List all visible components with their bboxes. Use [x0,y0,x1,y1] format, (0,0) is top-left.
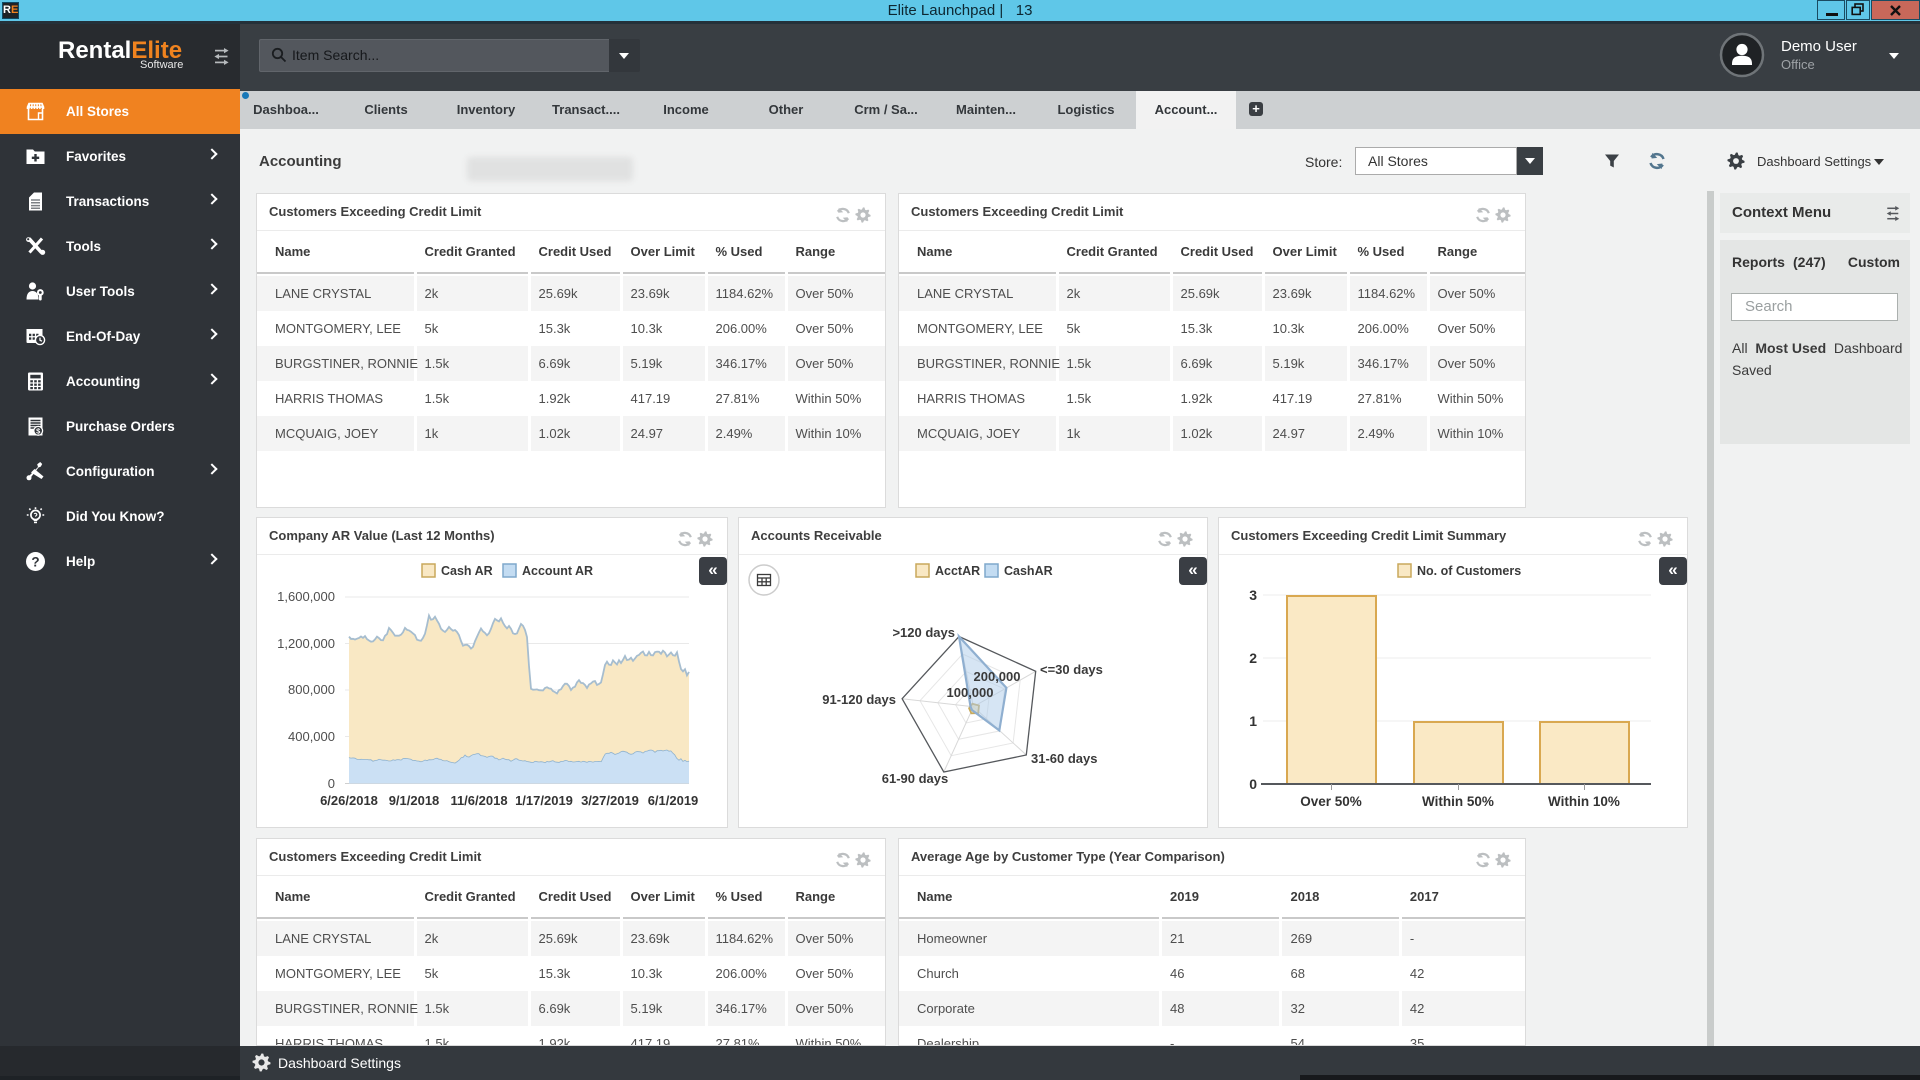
svg-text:0: 0 [1249,776,1257,792]
svg-text:Cash AR: Cash AR [441,564,493,578]
svg-text:800,000: 800,000 [288,682,335,697]
svg-text:3/27/2019: 3/27/2019 [581,793,639,808]
svg-text:91-120 days: 91-120 days [822,692,896,707]
svg-text:400,000: 400,000 [288,729,335,744]
svg-text:3: 3 [1249,587,1257,603]
svg-text:6/1/2019: 6/1/2019 [648,793,699,808]
svg-text:>120 days: >120 days [892,625,955,640]
svg-text:No. of Customers: No. of Customers [1417,564,1521,578]
svg-text:Within 10%: Within 10% [1548,794,1620,809]
svg-text:CashAR: CashAR [1004,564,1053,578]
svg-text:<=30 days: <=30 days [1040,662,1103,677]
svg-text:AcctAR: AcctAR [935,564,980,578]
svg-text:200,000: 200,000 [974,669,1021,684]
svg-text:100,000: 100,000 [947,685,994,700]
svg-text:0: 0 [328,776,335,791]
svg-text:?: ? [31,554,39,569]
svg-text:Account AR: Account AR [522,564,593,578]
svg-text:1,600,000: 1,600,000 [277,589,335,604]
svg-text:6/26/2018: 6/26/2018 [320,793,378,808]
svg-text:1,200,000: 1,200,000 [277,636,335,651]
svg-text:2: 2 [1249,650,1257,666]
svg-text:31-60 days: 31-60 days [1031,751,1098,766]
svg-text:11/6/2018: 11/6/2018 [450,793,507,808]
svg-text:9/1/2018: 9/1/2018 [389,793,440,808]
svg-text:Over 50%: Over 50% [1300,794,1362,809]
svg-text:61-90 days: 61-90 days [882,771,949,786]
svg-text:$: $ [36,426,41,435]
svg-text:1/17/2019: 1/17/2019 [515,793,573,808]
svg-text:Within 50%: Within 50% [1422,794,1494,809]
svg-text:1: 1 [1249,713,1257,729]
